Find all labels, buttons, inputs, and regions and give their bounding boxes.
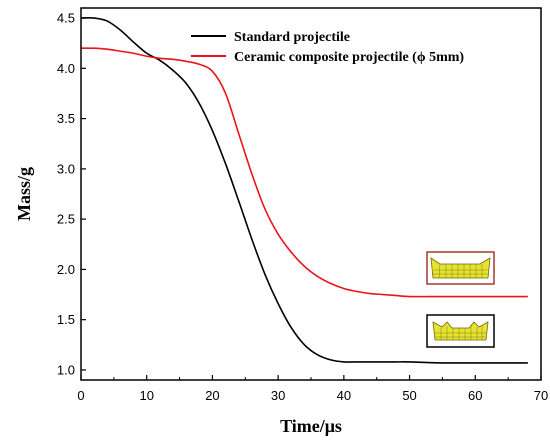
plot-lines <box>80 17 528 364</box>
y-tick-label: 2.5 <box>57 212 75 227</box>
y-tick-label: 3.0 <box>57 161 75 176</box>
inset-ceramic-mesh <box>426 251 495 285</box>
x-tick-label: 30 <box>271 388 285 403</box>
x-axis-title: Time/μs <box>280 416 342 436</box>
x-tick-label: 10 <box>139 388 153 403</box>
y-tick-label: 1.0 <box>57 362 75 377</box>
y-axis-title: Mass/g <box>14 167 34 221</box>
x-tick-label: 20 <box>205 388 219 403</box>
y-tick-label: 2.0 <box>57 262 75 277</box>
inset-standard-mesh <box>426 314 495 348</box>
x-tick-label: 70 <box>534 388 548 403</box>
series-line-standard <box>80 17 528 364</box>
x-tick-label: 0 <box>77 388 84 403</box>
x-axis-ticks: 0 10 20 30 40 50 60 70 <box>77 375 548 403</box>
x-tick-label: 40 <box>337 388 351 403</box>
x-tick-label: 60 <box>468 388 482 403</box>
y-tick-label: 4.0 <box>57 61 75 76</box>
series-line-ceramic <box>80 47 528 298</box>
y-axis-ticks: 1.0 1.5 2.0 2.5 3.0 3.5 4.0 4.5 <box>57 11 86 377</box>
y-tick-label: 4.5 <box>57 11 75 26</box>
y-tick-label: 3.5 <box>57 111 75 126</box>
legend-label-standard: Standard projectile <box>234 30 350 45</box>
x-tick-label: 50 <box>402 388 416 403</box>
legend: Standard projectile Ceramic composite pr… <box>191 30 464 65</box>
legend-label-ceramic: Ceramic composite projectile (ϕ 5mm) <box>234 50 464 65</box>
standard-mesh-shape <box>432 321 489 341</box>
y-tick-label: 1.5 <box>57 312 75 327</box>
